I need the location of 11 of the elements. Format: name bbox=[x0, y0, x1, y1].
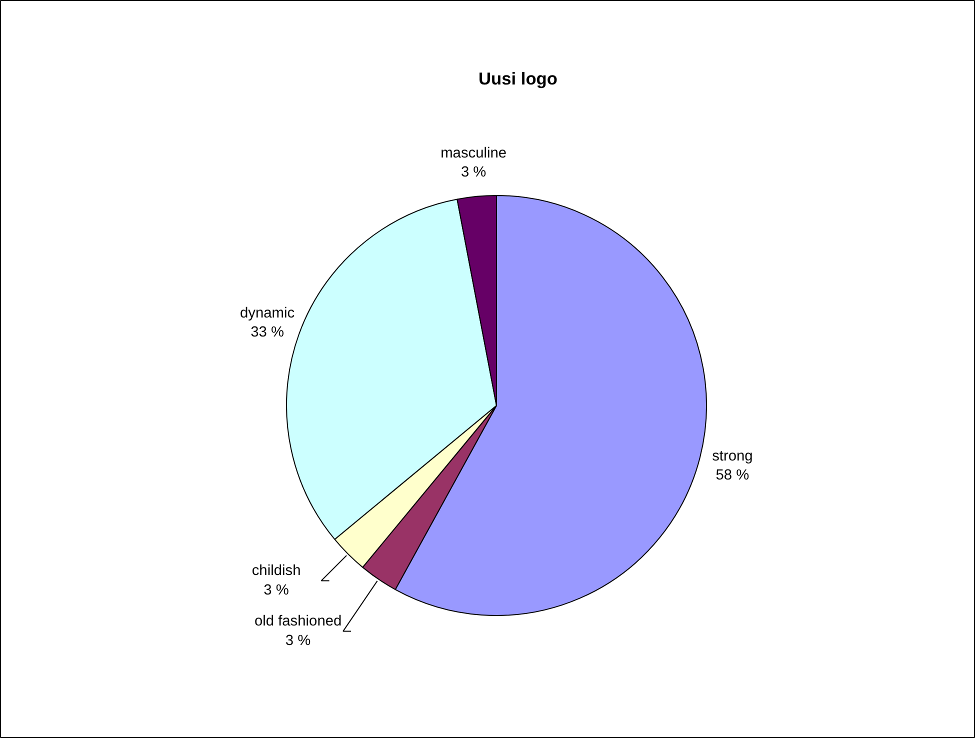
data-label: 58 % bbox=[716, 468, 750, 484]
slice-label: strong bbox=[712, 448, 753, 464]
data-label: 3 % bbox=[285, 632, 311, 649]
slice-label: masculine bbox=[440, 145, 507, 162]
slice-label: dynamic bbox=[240, 305, 295, 322]
data-label: 3 % bbox=[460, 164, 486, 181]
data-label: 3 % bbox=[264, 582, 289, 598]
data-label: 33 % bbox=[250, 324, 284, 341]
legend-label: childish bbox=[252, 563, 301, 580]
slice-label: old fashioned bbox=[254, 614, 342, 630]
chart-title: Uusi logo bbox=[478, 68, 558, 88]
